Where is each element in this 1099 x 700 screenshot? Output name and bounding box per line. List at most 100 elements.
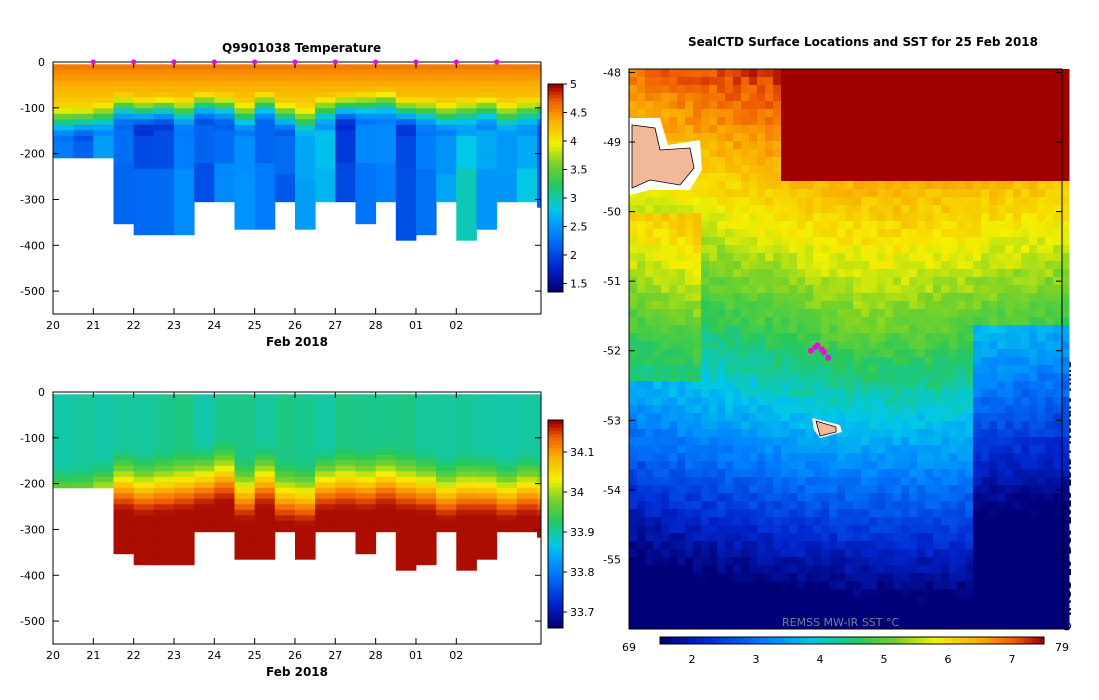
sst-cell (917, 269, 926, 278)
temperature-cell (133, 124, 155, 131)
sst-cell (797, 237, 806, 246)
sst-cell (1053, 317, 1062, 326)
salinity-colorbar-swatch (548, 517, 563, 522)
sst-cell (669, 485, 678, 494)
temperature-cell (355, 113, 377, 120)
salinity-cell (395, 394, 417, 401)
temperature-cell (174, 135, 195, 142)
temperature-cell (93, 97, 114, 104)
salinity-cell (194, 394, 215, 401)
temperature-cell (335, 108, 356, 115)
sst-cell (861, 69, 870, 78)
sst-cell (733, 517, 742, 526)
sst-cell (789, 437, 798, 446)
temperature-cell (174, 80, 195, 87)
sst-cell (725, 141, 734, 150)
salinity-cell (496, 471, 518, 478)
sst-cell (1037, 149, 1046, 158)
salinity-cell (295, 449, 316, 456)
sst-cell (821, 541, 830, 550)
sst-cell (717, 341, 726, 350)
temperature-cell (274, 168, 296, 175)
sst-cell (813, 181, 822, 190)
sst-cell (965, 365, 974, 374)
sst-cell (933, 301, 942, 310)
sst-cell (997, 549, 1006, 558)
sst-cell (1045, 541, 1054, 550)
sst-cell (869, 445, 878, 454)
sst-cell (917, 373, 926, 382)
sst-cell (669, 517, 678, 526)
temperature-cell (133, 207, 155, 214)
salinity-cell (194, 454, 215, 461)
sst-cell (853, 533, 862, 542)
sst-cell (701, 285, 710, 294)
sst-cell (813, 157, 822, 166)
sst-cell (1061, 69, 1070, 78)
sst-cell (837, 317, 846, 326)
sst-cell (1037, 141, 1046, 150)
sst-cell (869, 69, 878, 78)
salinity-cell (537, 504, 542, 511)
sst-cell (813, 325, 822, 334)
salinity-cell (375, 476, 397, 483)
sst-cell (805, 173, 814, 182)
sst-cell (861, 85, 870, 94)
sst-cell (1021, 341, 1030, 350)
sst-cell (957, 493, 966, 502)
temperature-colorbar-swatch (548, 233, 563, 238)
sst-cell (957, 205, 966, 214)
salinity-cell (416, 416, 437, 423)
temperature-cell (537, 174, 542, 181)
salinity-colorbar (548, 420, 563, 629)
salinity-cell (375, 399, 397, 406)
salinity-cell (93, 410, 114, 417)
sst-cell (629, 421, 638, 430)
sst-cell (805, 501, 814, 510)
sst-cell (749, 413, 758, 422)
sst-cell (957, 397, 966, 406)
sst-cell (709, 237, 718, 246)
sst-cell (693, 445, 702, 454)
sst-cell (885, 445, 894, 454)
temperature-cell (113, 146, 135, 153)
sst-cell (829, 517, 838, 526)
sst-cell (629, 429, 638, 438)
salinity-cell (133, 553, 155, 560)
sst-cell (741, 149, 750, 158)
sst-cell (949, 437, 958, 446)
sst-cell (637, 501, 646, 510)
sst-cell (701, 509, 710, 518)
salinity-cell (416, 548, 437, 555)
sst-cell (661, 101, 670, 110)
temperature-cell (194, 108, 215, 115)
sst-cell (893, 461, 902, 470)
sst-cell (797, 301, 806, 310)
temperature-cell (295, 196, 316, 203)
sst-cell (661, 405, 670, 414)
sst-cell (869, 117, 878, 126)
sst-cell (789, 301, 798, 310)
sst-cell (1037, 341, 1046, 350)
sst-cell (845, 181, 854, 190)
sst-cell (629, 365, 638, 374)
sst-cell (1013, 413, 1022, 422)
sst-cell (965, 117, 974, 126)
sst-cell (749, 181, 758, 190)
sst-cell (853, 157, 862, 166)
sst-cell (869, 461, 878, 470)
temperature-cell (53, 80, 74, 87)
sst-cell (925, 549, 934, 558)
temperature-cell (355, 86, 377, 93)
salinity-cell (133, 476, 155, 483)
sst-cell (661, 533, 670, 542)
sst-cell (805, 309, 814, 318)
sst-cell (1061, 405, 1070, 414)
sst-cell (741, 301, 750, 310)
sst-cell (669, 445, 678, 454)
salinity-cell (436, 399, 457, 406)
sst-cell (853, 469, 862, 478)
salinity-cell (476, 399, 498, 406)
temperature-colorbar-label: 2 (570, 249, 577, 262)
sst-cell (805, 517, 814, 526)
